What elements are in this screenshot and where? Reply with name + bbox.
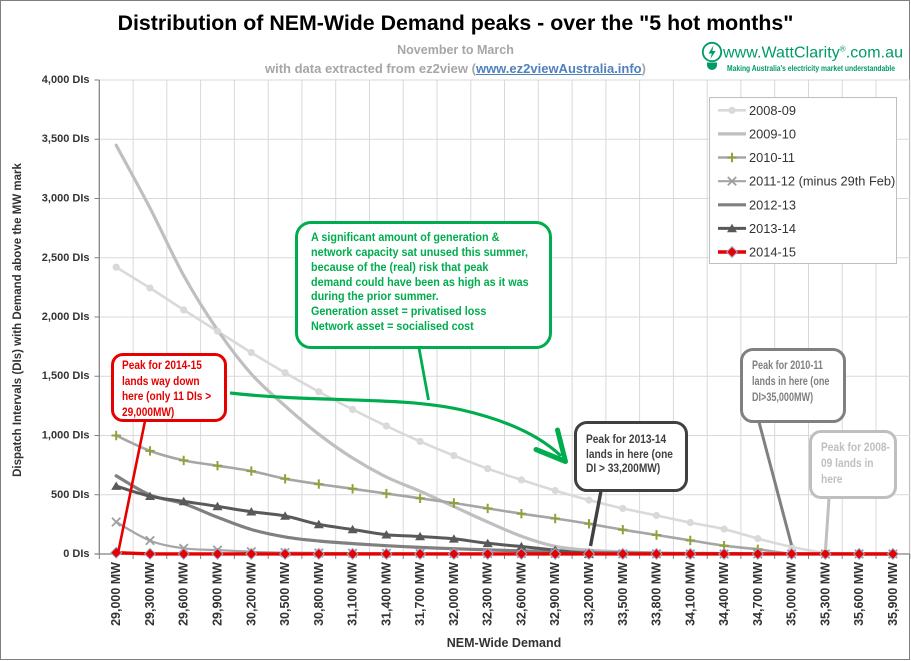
svg-text:32,900 MW: 32,900 MW: [548, 562, 562, 626]
svg-text:2013-14: 2013-14: [749, 220, 796, 235]
svg-text:29,000 MW: 29,000 MW: [109, 562, 123, 626]
svg-text:33,500 MW: 33,500 MW: [616, 562, 630, 626]
svg-text:31,700 MW: 31,700 MW: [413, 562, 427, 626]
svg-text:32,300 MW: 32,300 MW: [481, 562, 495, 626]
svg-text:30,500 MW: 30,500 MW: [278, 562, 292, 626]
svg-text:32,600 MW: 32,600 MW: [514, 562, 528, 626]
svg-text:35,300 MW: 35,300 MW: [818, 562, 832, 626]
svg-text:0 DIs: 0 DIs: [63, 548, 89, 560]
svg-text:3,000 DIs: 3,000 DIs: [42, 193, 90, 205]
svg-text:33,800 MW: 33,800 MW: [650, 562, 664, 626]
svg-text:33,200 MW: 33,200 MW: [582, 562, 596, 626]
svg-text:1,000 DIs: 1,000 DIs: [42, 430, 90, 442]
svg-text:2012-13: 2012-13: [749, 197, 796, 212]
svg-text:34,400 MW: 34,400 MW: [717, 562, 731, 626]
svg-text:35,900 MW: 35,900 MW: [886, 562, 900, 626]
svg-text:30,800 MW: 30,800 MW: [312, 562, 326, 626]
svg-text:29,600 MW: 29,600 MW: [177, 562, 191, 626]
svg-text:2008-09: 2008-09: [749, 102, 796, 117]
svg-text:34,700 MW: 34,700 MW: [751, 562, 765, 626]
svg-text:NEM-Wide Demand: NEM-Wide Demand: [447, 636, 561, 650]
svg-text:3,500 DIs: 3,500 DIs: [42, 133, 90, 145]
svg-text:34,100 MW: 34,100 MW: [683, 562, 697, 626]
svg-text:35,000 MW: 35,000 MW: [785, 562, 799, 626]
svg-text:2009-10: 2009-10: [749, 126, 796, 141]
svg-text:500 DIs: 500 DIs: [51, 489, 90, 501]
svg-text:2011-12 (minus 29th Feb): 2011-12 (minus 29th Feb): [749, 173, 895, 188]
svg-text:29,900 MW: 29,900 MW: [211, 562, 225, 626]
svg-text:2010-11: 2010-11: [749, 150, 795, 165]
svg-text:4,000 DIs: 4,000 DIs: [42, 74, 90, 86]
svg-text:2014-15: 2014-15: [749, 244, 796, 259]
svg-text:2,500 DIs: 2,500 DIs: [42, 252, 90, 264]
svg-text:35,600 MW: 35,600 MW: [852, 562, 866, 626]
svg-text:2,000 DIs: 2,000 DIs: [42, 311, 90, 323]
svg-text:31,100 MW: 31,100 MW: [346, 562, 360, 626]
svg-text:32,000 MW: 32,000 MW: [447, 562, 461, 626]
svg-text:1,500 DIs: 1,500 DIs: [42, 370, 90, 382]
svg-text:Making Australia's electricity: Making Australia's electricity market un…: [727, 64, 895, 73]
svg-text:Dispatch Intervals (DIs) with: Dispatch Intervals (DIs) with Demand abo…: [12, 163, 24, 477]
svg-text:www.WattClarity®.com.au: www.WattClarity®.com.au: [722, 45, 903, 62]
svg-text:30,200 MW: 30,200 MW: [244, 562, 258, 626]
svg-text:31,400 MW: 31,400 MW: [379, 562, 393, 626]
svg-text:29,300 MW: 29,300 MW: [143, 562, 157, 626]
